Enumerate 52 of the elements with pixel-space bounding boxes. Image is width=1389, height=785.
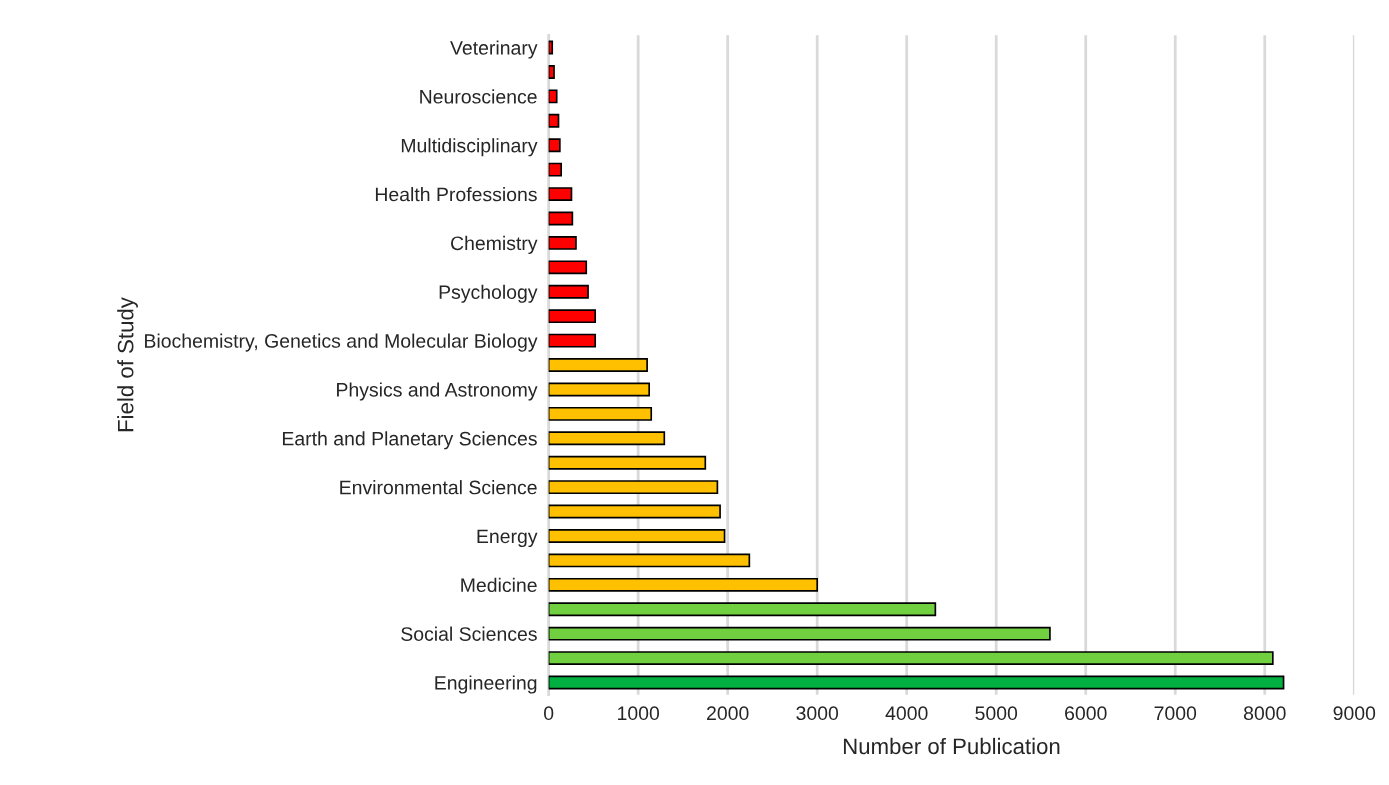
- y-tick-label: Chemistry: [451, 235, 538, 254]
- bar: [548, 406, 653, 421]
- x-tick-label: 3000: [796, 706, 839, 721]
- bar: [548, 333, 597, 348]
- y-tick-label: Medicine: [461, 577, 537, 593]
- x-tick-label: 7000: [1154, 706, 1197, 721]
- y-tick-label: Biochemistry, Genetics and Molecular Biology: [145, 333, 538, 352]
- bar: [548, 162, 563, 177]
- y-tick-label: Physics and Astronomy: [337, 382, 538, 401]
- bar: [548, 651, 1274, 666]
- bar: [548, 211, 574, 226]
- x-tick-label: 5000: [975, 706, 1018, 721]
- bar: [548, 138, 561, 153]
- x-tick-label: 6000: [1065, 706, 1107, 721]
- bar: [548, 675, 1285, 690]
- bar: [548, 577, 819, 592]
- bar: [548, 602, 937, 617]
- y-tick-label: Health Professions: [375, 187, 537, 202]
- x-tick-label: 4000: [885, 706, 928, 721]
- x-tick-label: 2000: [707, 706, 749, 721]
- x-tick-label: 1000: [618, 706, 660, 721]
- y-tick-label: Energy: [477, 529, 538, 548]
- y-tick-label: Environmental Science: [340, 480, 537, 495]
- bar: [548, 235, 577, 250]
- bar: [548, 89, 558, 104]
- y-tick-label: Multidisciplinary: [401, 138, 538, 157]
- bar: [548, 65, 555, 79]
- y-tick-label: Neuroscience: [420, 89, 537, 104]
- y-tick-label: Earth and Planetary Sciences: [282, 431, 537, 450]
- x-tick-label: 8000: [1243, 706, 1286, 721]
- bar: [548, 504, 721, 519]
- bar: [548, 480, 719, 495]
- bar: [548, 382, 651, 397]
- bar: [548, 284, 589, 299]
- bar: [548, 358, 648, 372]
- y-tick-label: Psychology: [439, 284, 538, 303]
- y-tick-label: Veterinary: [450, 40, 538, 59]
- bar: [548, 309, 597, 324]
- y-tick-label: Social Sciences: [401, 626, 537, 641]
- bar: [548, 113, 560, 128]
- x-axis-title: Number of Publication: [843, 737, 1060, 755]
- bar: [548, 455, 707, 470]
- x-tick-label: 0: [544, 706, 554, 721]
- y-axis-title: Field of Study: [117, 297, 138, 432]
- bar: [548, 553, 751, 568]
- x-tick-label: 9000: [1333, 706, 1376, 721]
- bar: [548, 260, 588, 275]
- bar: [548, 626, 1051, 641]
- bar: [548, 431, 666, 446]
- bar: [548, 187, 573, 202]
- bar: [548, 529, 726, 543]
- y-tick-label: Engineering: [435, 675, 537, 694]
